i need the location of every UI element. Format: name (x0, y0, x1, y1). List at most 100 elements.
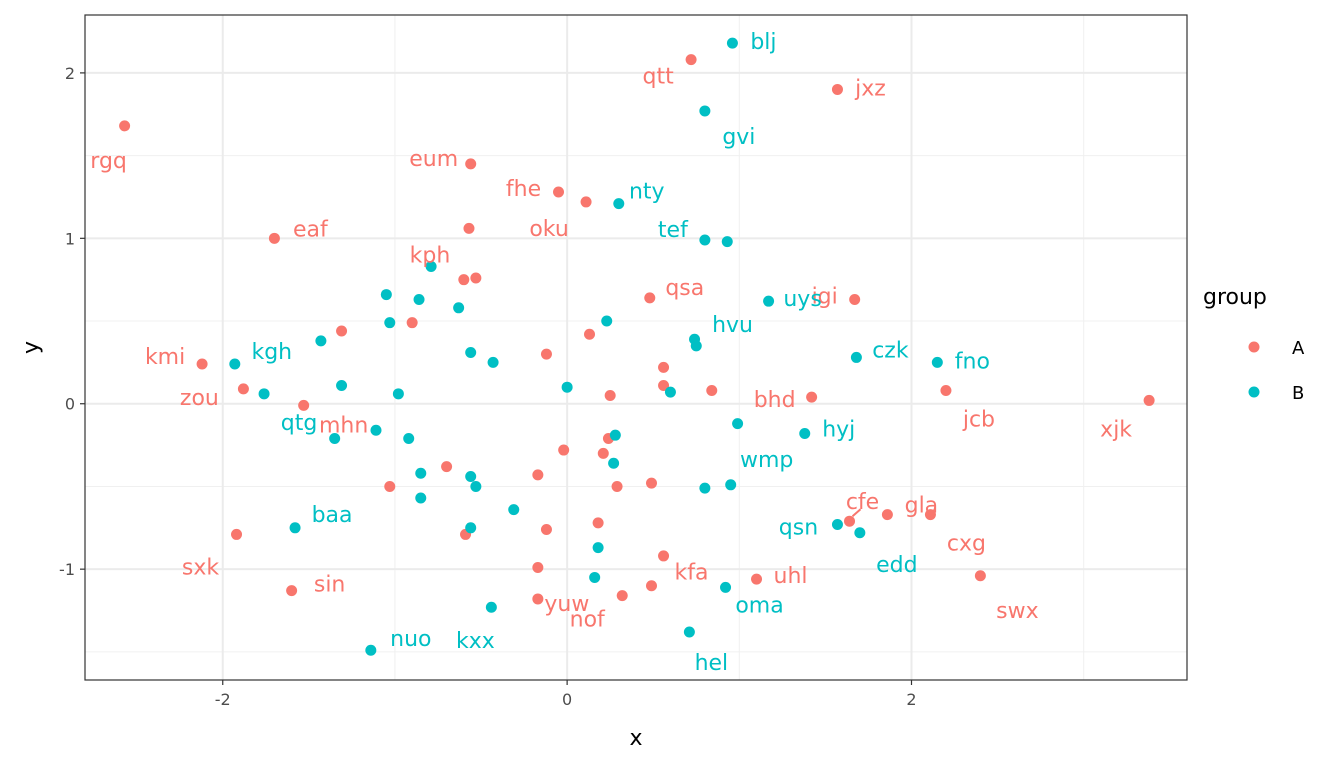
legend-key-a (1248, 341, 1260, 353)
point-label: nof (570, 608, 606, 633)
data-point-b (487, 356, 499, 368)
point-label: kxx (456, 629, 495, 654)
point-label: uhl (774, 564, 808, 589)
point-label: nty (629, 180, 665, 205)
data-point-a (532, 562, 544, 574)
data-point-b (365, 644, 377, 656)
data-point-b (763, 295, 775, 307)
data-point-b (258, 388, 270, 400)
point-label: qtg (281, 411, 318, 436)
point-label: sxk (182, 555, 219, 580)
axes: -2 0 2 -1 0 1 2 (59, 64, 917, 709)
data-point-b (589, 571, 601, 583)
data-point-a (584, 328, 596, 340)
data-point-a (658, 550, 670, 562)
data-point-b (380, 289, 392, 301)
data-point-b (699, 482, 711, 494)
point-label: swx (996, 599, 1038, 624)
point-label: cxg (947, 532, 986, 557)
data-point-a (470, 272, 482, 284)
data-point-b (370, 424, 382, 436)
data-point-a (806, 391, 818, 403)
x-tick-label: -2 (215, 690, 231, 709)
data-point-b (465, 346, 477, 358)
point-label: mhn (319, 413, 368, 438)
data-point-a (406, 317, 418, 329)
data-points (119, 37, 1155, 656)
x-axis-title: x (629, 726, 642, 751)
data-point-a (645, 580, 657, 592)
data-point-b (413, 294, 425, 306)
data-point-a (924, 509, 936, 521)
data-point-a (532, 593, 544, 605)
data-point-a (558, 444, 570, 456)
data-point-a (611, 480, 623, 492)
point-label: rgq (90, 149, 127, 174)
data-point-a (196, 358, 208, 370)
point-label: jxz (854, 76, 886, 101)
data-point-b (561, 381, 573, 393)
data-point-b (726, 37, 738, 49)
legend-label-a: A (1292, 338, 1305, 359)
data-point-b (699, 234, 711, 246)
data-point-a (268, 232, 280, 244)
data-point-b (403, 432, 415, 444)
data-point-b (453, 302, 465, 314)
data-point-a (231, 528, 243, 540)
point-label: kmi (145, 345, 185, 370)
legend-title: group (1203, 285, 1267, 310)
point-label: kph (410, 243, 451, 268)
data-point-a (1143, 394, 1155, 406)
point-label: eum (409, 147, 458, 172)
data-point-a (384, 480, 396, 492)
data-point-b (470, 480, 482, 492)
data-point-a (616, 590, 628, 602)
data-point-a (644, 292, 656, 304)
data-point-b (699, 105, 711, 117)
data-point-a (465, 158, 477, 170)
data-point-b (415, 492, 427, 504)
data-point-b (721, 236, 733, 248)
x-tick-label: 2 (906, 690, 916, 709)
plot-panel-border (84, 14, 1188, 681)
point-label: uys (783, 287, 821, 312)
data-point-a (685, 54, 697, 66)
data-point-a (237, 383, 249, 395)
point-label: cfe (846, 490, 879, 515)
point-label: gvi (722, 125, 755, 150)
point-label: hyj (822, 418, 855, 443)
data-point-b (931, 356, 943, 368)
data-point-a (706, 385, 718, 397)
point-label: bhd (754, 388, 796, 413)
point-label: qsa (665, 276, 704, 301)
point-label: baa (312, 503, 353, 528)
point-label: xjk (1100, 417, 1132, 442)
data-point-b (609, 429, 621, 441)
point-label: blj (750, 30, 776, 55)
data-point-a (645, 477, 657, 489)
point-label: sin (314, 573, 346, 598)
y-tick-label: 1 (65, 229, 75, 248)
data-point-b (683, 626, 695, 638)
data-point-b (613, 198, 625, 210)
point-label: yuw (544, 592, 589, 617)
data-point-a (881, 509, 893, 521)
data-point-a (604, 389, 616, 401)
point-label: oma (735, 593, 783, 618)
data-point-a (580, 196, 592, 208)
y-axis-title: y (19, 341, 44, 354)
point-label: eaf (293, 217, 329, 242)
data-point-b (465, 522, 477, 534)
point-label: nuo (390, 627, 431, 652)
data-point-b (465, 471, 477, 483)
point-label: qsn (779, 516, 818, 541)
data-point-a (974, 570, 986, 582)
data-point-b (664, 386, 676, 398)
label-leader-line (851, 508, 862, 517)
data-point-b (601, 315, 613, 327)
data-point-b (608, 457, 620, 469)
data-point-a (940, 385, 952, 397)
point-label: oku (529, 217, 568, 242)
data-point-b (289, 522, 301, 534)
data-point-a (441, 461, 453, 473)
